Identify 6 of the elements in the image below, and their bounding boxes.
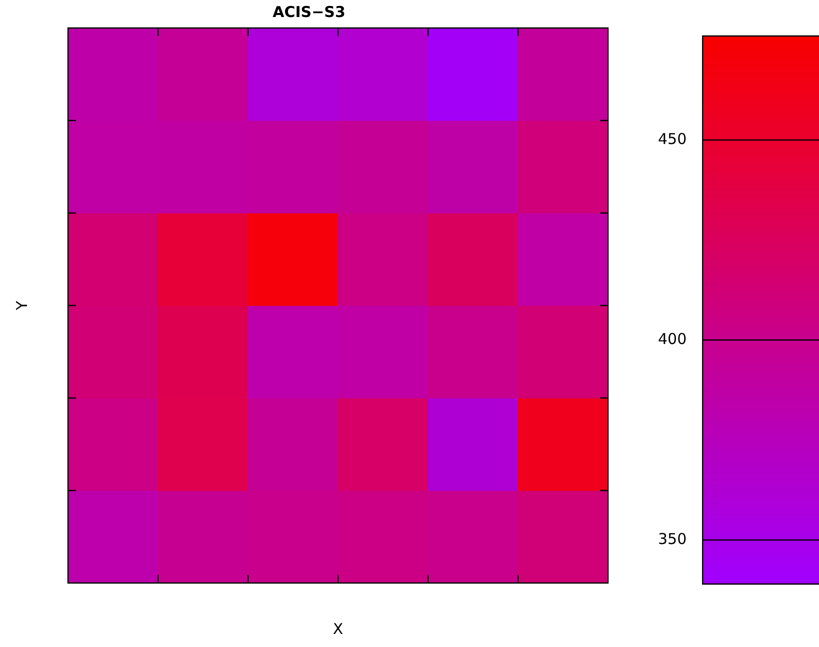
color-bar-label: 450 [658,130,687,148]
x-axis-title: X [332,620,344,638]
y-axis-title: Y [12,300,31,312]
color-bar-label: 350 [658,530,687,548]
chart-title: ACIS−S3 [272,2,346,21]
color-bar-label: 400 [658,330,687,348]
